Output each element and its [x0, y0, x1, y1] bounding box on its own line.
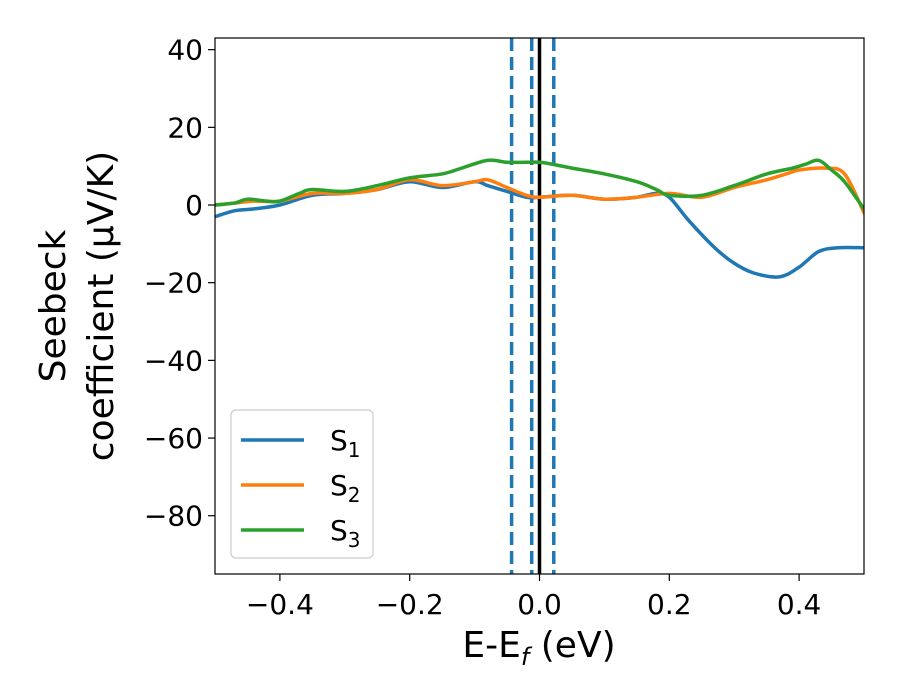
y-tick-label: −40 — [144, 344, 203, 377]
y-tick-label: 20 — [167, 111, 203, 144]
series-lines — [215, 158, 864, 279]
x-tick-label: −0.2 — [376, 588, 444, 621]
legend-label-s1: S1 — [330, 424, 361, 462]
x-tick-label: 0.4 — [777, 588, 822, 621]
y-tick-label: 40 — [167, 34, 203, 67]
y-tick-label: −80 — [144, 500, 203, 533]
y-tick-label: 0 — [185, 189, 203, 222]
y-axis-title-line1: Seebeck — [33, 229, 74, 382]
series-line-s3 — [215, 158, 864, 211]
x-axis: −0.4 −0.2 0.0 0.2 0.4 — [246, 574, 821, 621]
legend: S1 S2 S3 — [230, 409, 374, 559]
x-tick-label: 0.2 — [647, 588, 692, 621]
y-axis: 40 20 0 −20 −40 −60 −80 — [144, 34, 215, 533]
y-tick-label: −60 — [144, 422, 203, 455]
legend-label-s3: S3 — [330, 514, 361, 552]
x-axis-title: E-Ef (eV) — [462, 625, 615, 671]
y-axis-title: Seebeck coefficient (μV/K) — [33, 151, 122, 461]
vertical-lines — [509, 38, 556, 574]
legend-label-s2: S2 — [330, 469, 361, 507]
x-tick-label: −0.4 — [246, 588, 314, 621]
x-tick-label: 0.0 — [517, 588, 562, 621]
y-axis-title-line2: coefficient (μV/K) — [81, 151, 122, 461]
y-tick-label: −20 — [144, 267, 203, 300]
series-line-s2 — [215, 166, 864, 215]
